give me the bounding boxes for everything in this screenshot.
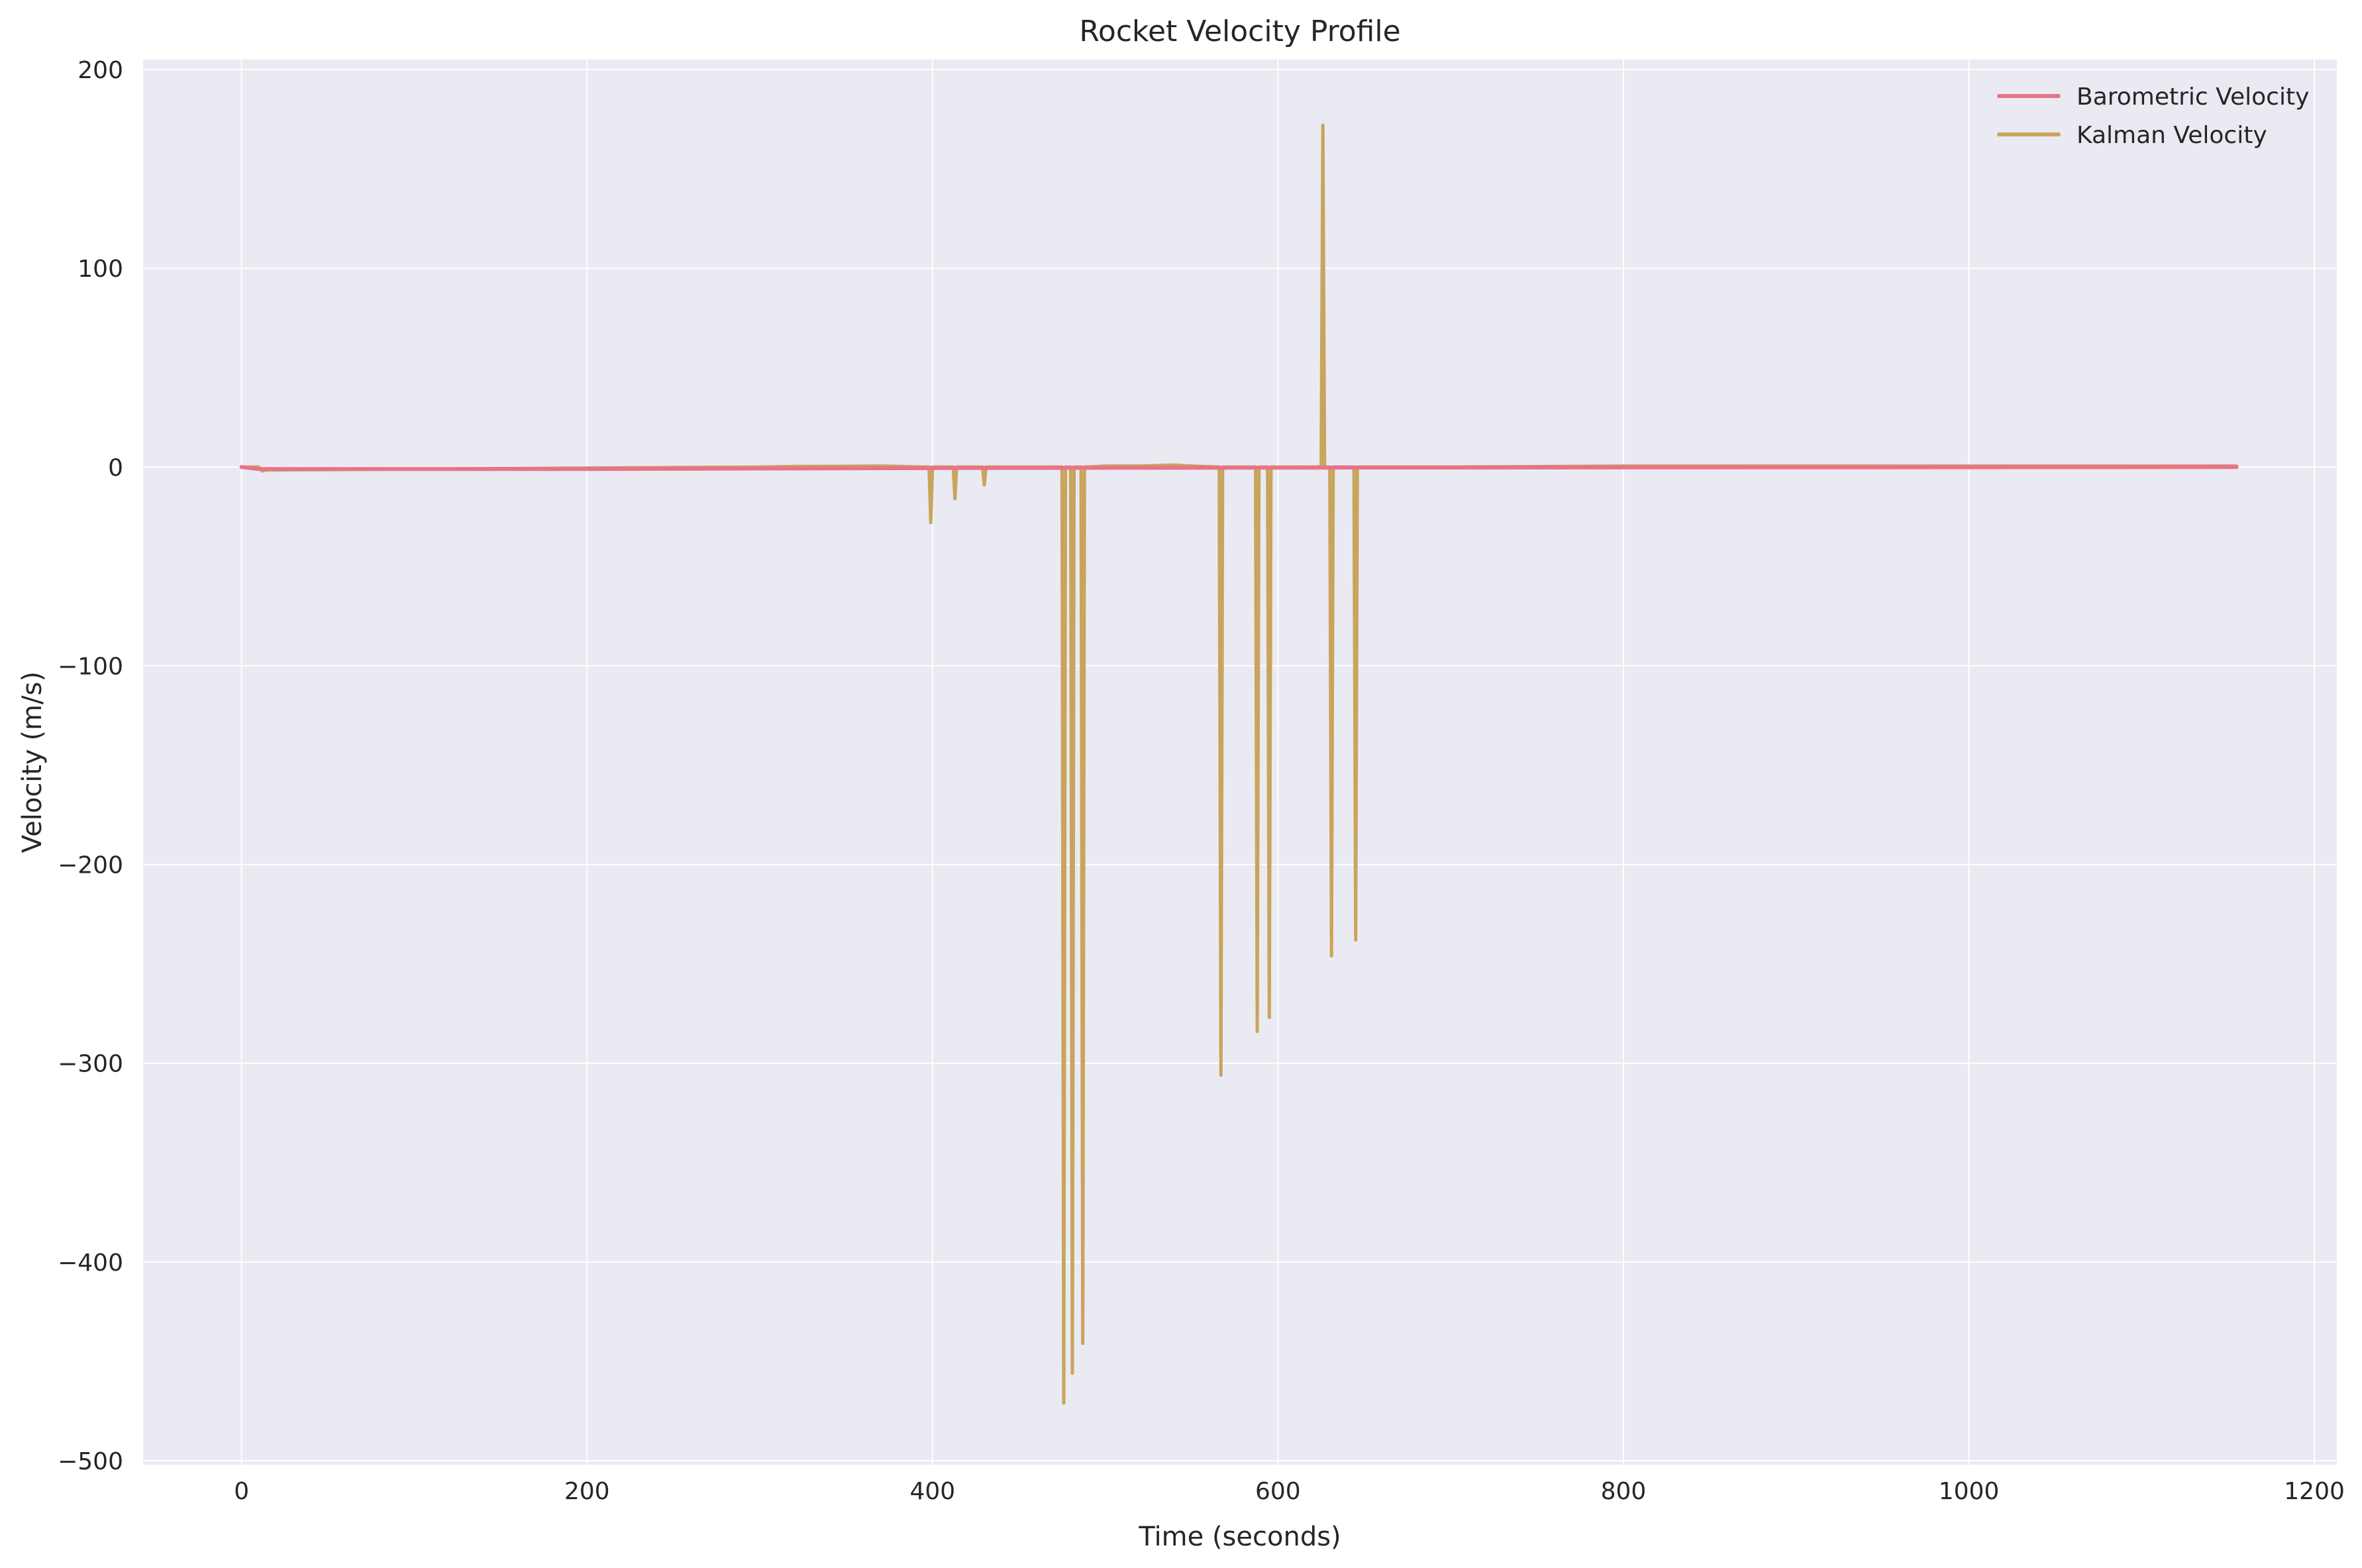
x-tick-label: 600: [1255, 1478, 1301, 1505]
x-tick-label: 1000: [1939, 1478, 2000, 1505]
series-line-barometric: [239, 465, 2239, 471]
y-tick-label: −100: [58, 653, 123, 680]
y-tick-label: 0: [108, 454, 123, 481]
series-lines: [239, 123, 2239, 1405]
x-axis-label: Time (seconds): [1138, 1522, 1341, 1552]
legend-label-barometric: Barometric Velocity: [2077, 83, 2309, 111]
legend: Barometric Velocity Kalman Velocity: [1997, 83, 2309, 149]
plot-area: [143, 60, 2337, 1465]
x-tick-label: 800: [1601, 1478, 1647, 1505]
chart-title: Rocket Velocity Profile: [1079, 15, 1400, 48]
x-tick-label: 0: [234, 1478, 249, 1505]
y-tick-label: −200: [58, 852, 123, 879]
y-tick-label: −300: [58, 1051, 123, 1078]
x-tick-label: 200: [564, 1478, 610, 1505]
x-tick-label: 1200: [2284, 1478, 2345, 1505]
legend-label-kalman: Kalman Velocity: [2077, 122, 2267, 149]
y-tick-label: −400: [58, 1250, 123, 1277]
x-tick-label: 400: [909, 1478, 955, 1505]
series-line-kalman: [240, 123, 2239, 1405]
x-tick-labels: 0 200 400 600 800 1000 1200: [234, 1478, 2345, 1505]
y-tick-label: −500: [58, 1448, 123, 1475]
y-axis-label: Velocity (m/s): [17, 671, 48, 853]
y-tick-label: 100: [77, 256, 123, 283]
y-tick-labels: 200 100 0 −100 −200 −300 −400 −500: [58, 57, 123, 1475]
y-tick-label: 200: [77, 57, 123, 84]
